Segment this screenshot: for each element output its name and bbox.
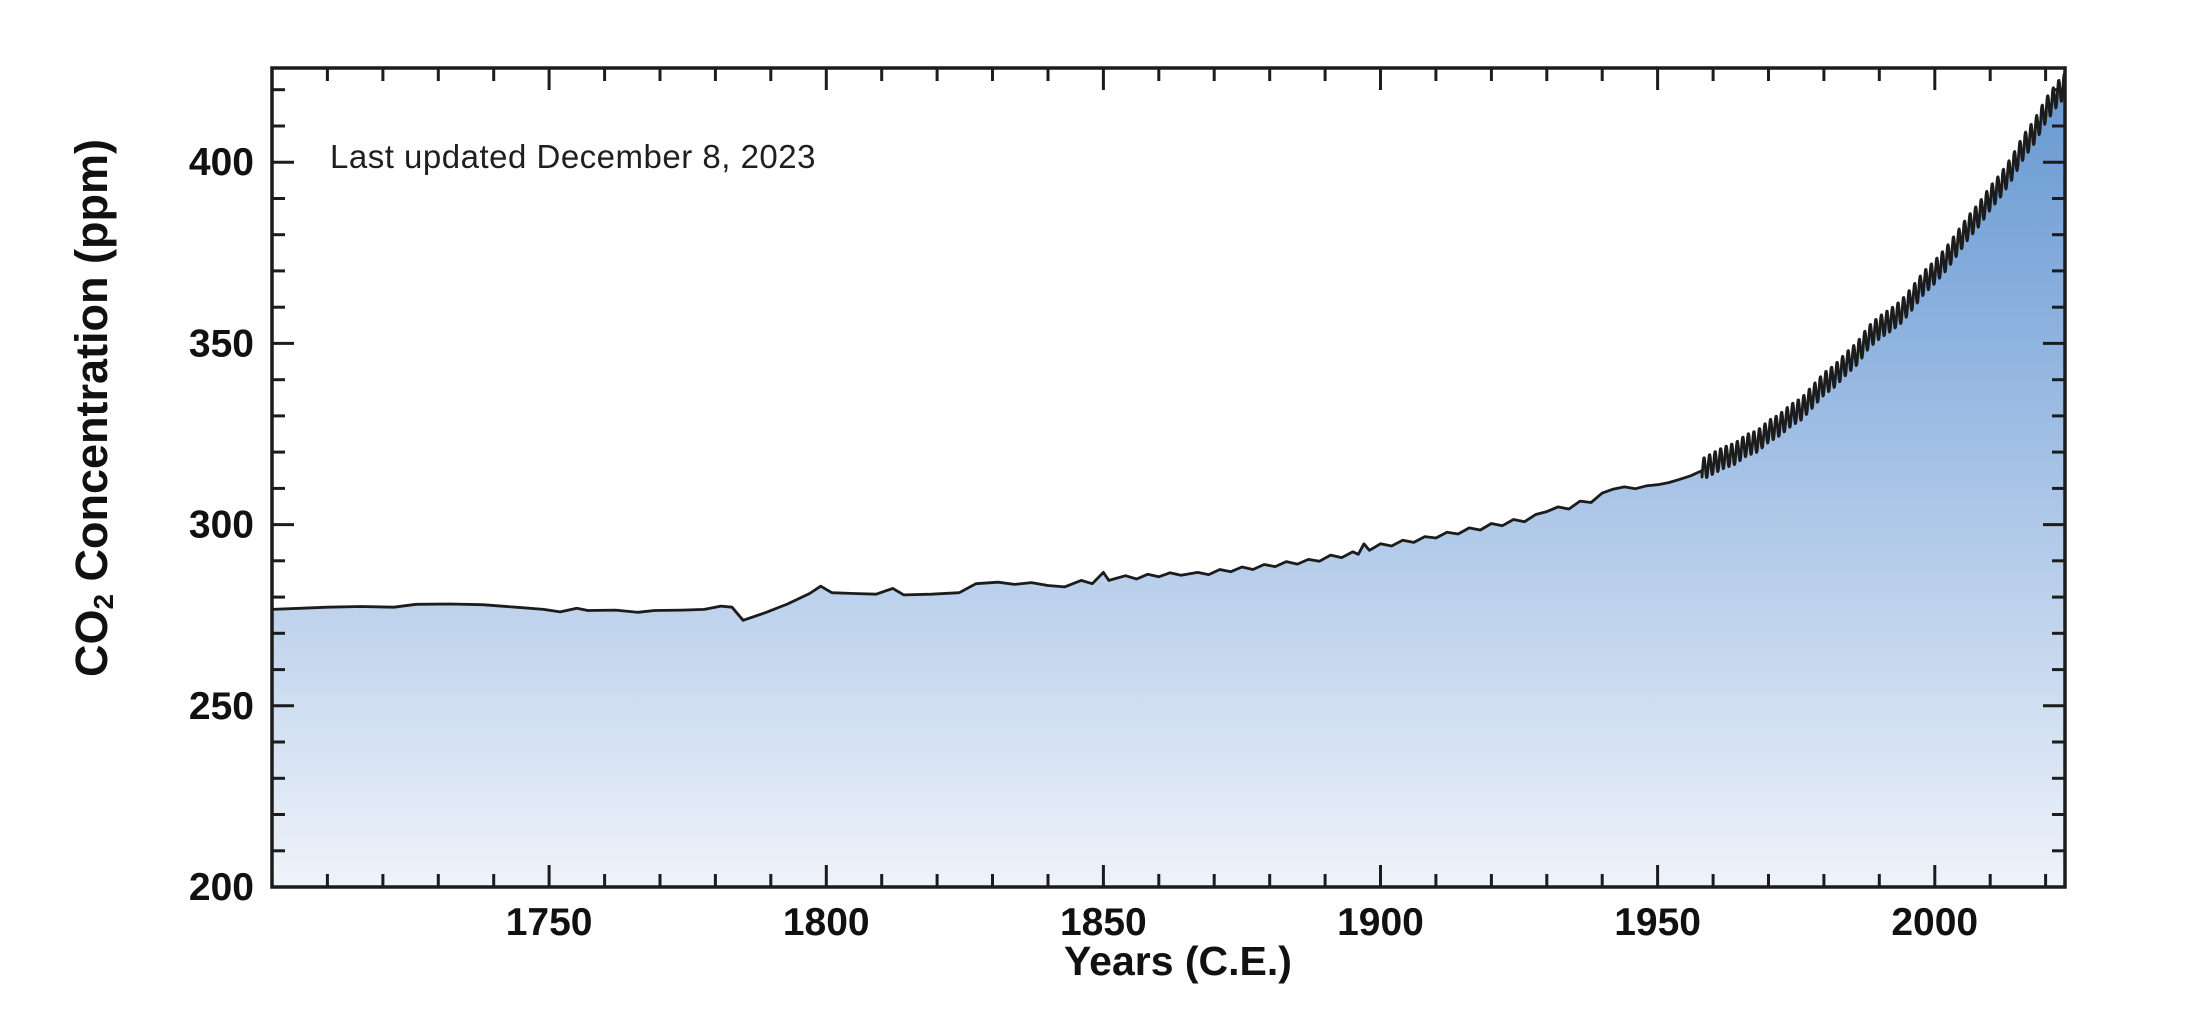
plot-frame <box>270 66 2067 889</box>
y-tick-label: 400 <box>189 141 254 184</box>
x-tick-label: 1850 <box>1060 901 1147 944</box>
y-tick-label: 250 <box>189 685 254 728</box>
y-tick-label: 200 <box>189 866 254 909</box>
tick-labels: 200 250 300 350 400 1750 1800 1850 1900 1950 2000 <box>189 141 1978 944</box>
x-tick-label: 1750 <box>506 901 593 944</box>
y-axis-title-rest: Concentration (ppm) <box>66 139 117 594</box>
x-tick-label: 1800 <box>783 901 870 944</box>
x-tick-label: 2000 <box>1891 901 1978 944</box>
x-tick-label: 1950 <box>1614 901 1701 944</box>
y-axis-title-co: CO <box>66 609 117 677</box>
y-axis-title: CO2 Concentration (ppm) <box>66 139 120 677</box>
x-axis-title: Years (C.E.) <box>1064 938 1292 984</box>
y-tick-label: 350 <box>189 322 254 365</box>
last-updated-annotation: Last updated December 8, 2023 <box>330 138 816 175</box>
co2-curve <box>270 72 2067 622</box>
x-tick-label: 1900 <box>1337 901 1424 944</box>
axis-ticks <box>272 68 2065 887</box>
y-axis-title-subscript-2: 2 <box>88 593 120 610</box>
co2-area-fill <box>272 73 2065 888</box>
y-tick-label: 300 <box>189 504 254 547</box>
